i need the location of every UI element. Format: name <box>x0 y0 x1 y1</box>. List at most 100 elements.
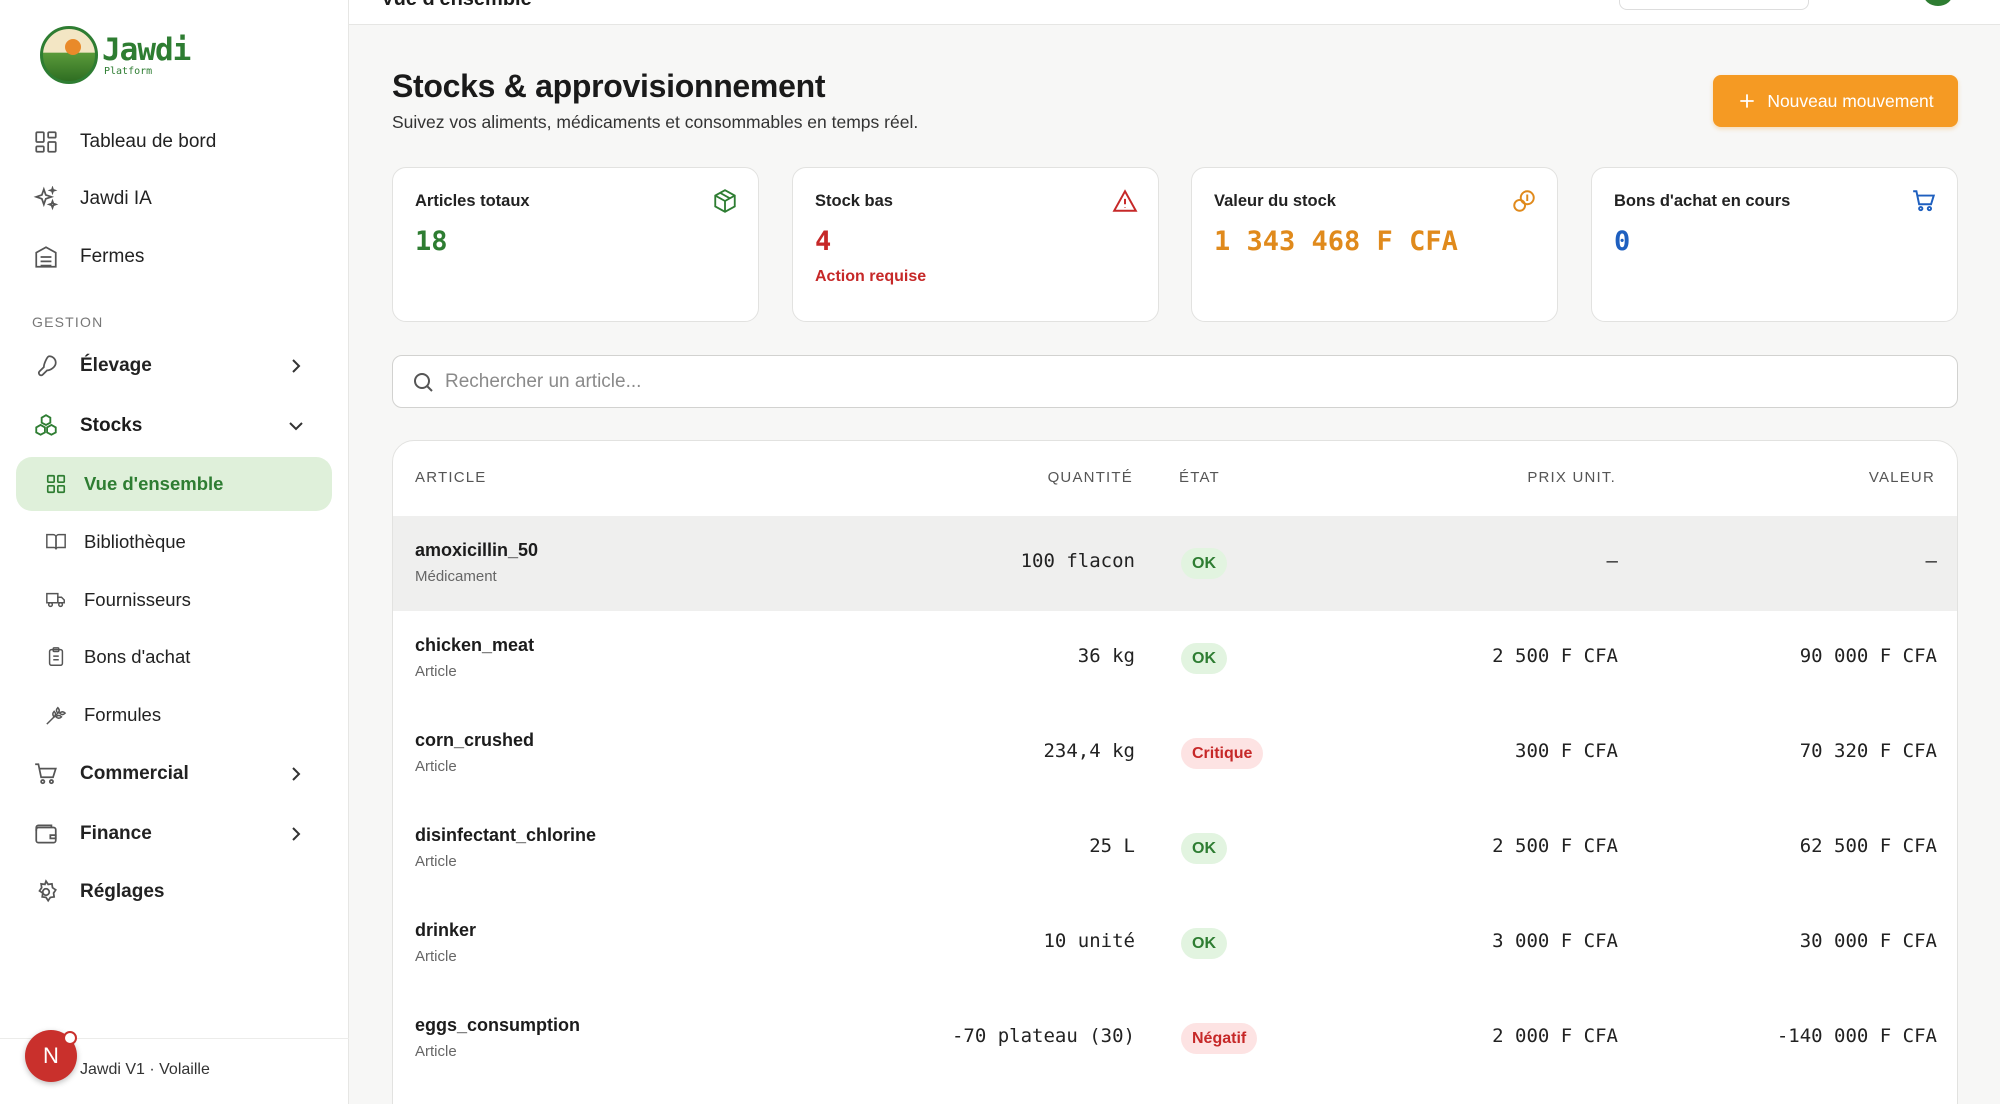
truck-icon <box>44 588 68 612</box>
sparkles-icon <box>32 185 60 213</box>
table-row[interactable]: chicken_meat Article 36 kg OK 2 500 F CF… <box>393 611 1957 706</box>
box-icon <box>714 189 736 213</box>
nav-item-dashboard[interactable]: Tableau de bord <box>16 115 332 169</box>
footer-version: Jawdi V1 · Volaille <box>80 1061 210 1078</box>
column-header-article[interactable]: ARTICLE <box>415 469 487 486</box>
grid-icon <box>44 472 68 496</box>
nav-item-elevage[interactable]: Élevage <box>16 339 332 393</box>
search-bar <box>392 355 1958 408</box>
nav-item-commercial[interactable]: Commercial <box>16 747 332 801</box>
chicken-leg-icon <box>32 352 60 380</box>
search-input[interactable] <box>445 364 1925 400</box>
nav-label: Tableau de bord <box>80 131 217 152</box>
new-movement-button[interactable]: Nouveau mouvement <box>1713 75 1958 127</box>
table-row[interactable]: corn_crushed Article 234,4 kg Critique 3… <box>393 706 1957 801</box>
coins-icon <box>1513 190 1535 212</box>
article-value: -140 000 F CFA <box>1776 1025 1937 1047</box>
status-badge: Critique <box>1181 738 1264 769</box>
column-header-unit-price[interactable]: PRIX UNIT. <box>1527 469 1616 486</box>
article-category: Article <box>415 663 457 680</box>
article-name: corn_crushed <box>415 730 535 750</box>
user-avatar[interactable] <box>1923 0 1953 6</box>
sidebar-footer: Jawdi V1 · Volaille <box>0 1038 349 1104</box>
status-badge: OK <box>1181 643 1227 674</box>
chevron-right-icon <box>292 767 301 781</box>
article-value: 90 000 F CFA <box>1799 645 1937 667</box>
article-value: — <box>1925 550 1937 572</box>
nav-item-stocks[interactable]: Stocks <box>16 399 332 453</box>
column-header-state[interactable]: ÉTAT <box>1179 469 1220 486</box>
nav-label: Réglages <box>80 881 165 902</box>
clipboard-icon <box>44 645 68 669</box>
page-title: Stocks & approvisionnement <box>392 68 826 104</box>
sidebar-item-bibliotheque[interactable]: Bibliothèque <box>16 515 332 569</box>
wallet-icon <box>32 820 60 848</box>
nav-label: Bibliothèque <box>84 531 186 552</box>
nav-label: Fournisseurs <box>84 589 191 610</box>
article-unit-price: — <box>1606 550 1618 572</box>
nav-item-fermes[interactable]: Fermes <box>16 230 332 284</box>
article-name: drinker <box>415 920 477 940</box>
nav-label: Commercial <box>80 763 189 784</box>
nav-label: Fermes <box>80 246 145 267</box>
column-header-quantity[interactable]: QUANTITÉ <box>1047 469 1133 486</box>
nav-item-finance[interactable]: Finance <box>16 807 332 861</box>
sidebar-item-bons-achat[interactable]: Bons d'achat <box>16 630 332 684</box>
article-quantity: 100 flacon <box>1020 550 1135 572</box>
chevron-down-icon <box>289 422 303 431</box>
nav-item-reglages[interactable]: Réglages <box>16 865 332 919</box>
stat-card-total-articles: Articles totaux 18 <box>392 167 759 322</box>
topbar-title: Vue d'ensemble <box>381 0 532 11</box>
nav-label: Vue d'ensemble <box>84 473 224 494</box>
article-quantity: 10 unité <box>1043 930 1135 952</box>
card-note: Action requise <box>815 268 927 285</box>
sidebar-item-vue-ensemble[interactable]: Vue d'ensemble <box>16 457 332 511</box>
article-unit-price: 3 000 F CFA <box>1492 930 1618 952</box>
article-unit-price: 2 500 F CFA <box>1492 645 1618 667</box>
nav-label: Stocks <box>80 415 143 436</box>
nav-item-jawdi-ia[interactable]: Jawdi IA <box>16 172 332 226</box>
boxes-icon <box>32 412 60 440</box>
chevron-right-icon <box>292 359 301 373</box>
page-subtitle: Suivez vos aliments, médicaments et cons… <box>392 112 919 132</box>
sidebar-item-fournisseurs[interactable]: Fournisseurs <box>16 573 332 627</box>
article-category: Article <box>415 853 457 870</box>
article-name: amoxicillin_50 <box>415 540 539 560</box>
logo[interactable]: Jawdi Platform <box>40 26 191 84</box>
new-movement-label: Nouveau mouvement <box>1767 90 1934 111</box>
article-unit-price: 2 500 F CFA <box>1492 835 1618 857</box>
table-row[interactable]: drinker Article 10 unité OK 3 000 F CFA … <box>393 896 1957 991</box>
book-icon <box>44 530 68 554</box>
section-label: GESTION <box>32 314 104 330</box>
article-name: eggs_consumption <box>415 1015 581 1035</box>
article-category: Article <box>415 948 457 965</box>
article-unit-price: 2 000 F CFA <box>1492 1025 1618 1047</box>
logo-name: Jawdi <box>102 31 191 68</box>
logo-sub: Platform <box>104 65 153 77</box>
article-value: 62 500 F CFA <box>1799 835 1937 857</box>
table-row[interactable]: eggs_consumption Article -70 plateau (30… <box>393 991 1957 1086</box>
column-header-value[interactable]: VALEUR <box>1868 469 1935 486</box>
article-category: Article <box>415 758 457 775</box>
table-row[interactable]: disinfectant_chlorine Article 25 L OK 2 … <box>393 801 1957 896</box>
stat-card-stock-bas: Stock bas 4 Action requise <box>792 167 1159 322</box>
sidebar-item-formules[interactable]: Formules <box>16 688 332 742</box>
avatar-status-dot <box>63 1031 77 1045</box>
article-unit-price: 300 F CFA <box>1515 740 1618 762</box>
card-value: 4 <box>815 226 832 257</box>
article-quantity: 234,4 kg <box>1043 740 1135 762</box>
nav-label: Jawdi IA <box>80 188 152 209</box>
topbar-search-box[interactable] <box>1619 0 1809 10</box>
stock-table: ARTICLE QUANTITÉ ÉTAT PRIX UNIT. VALEUR … <box>392 440 1958 1104</box>
search-icon <box>414 373 433 392</box>
stat-card-purchase-orders: Bons d'achat en cours 0 <box>1591 167 1958 322</box>
card-label: Articles totaux <box>415 192 530 210</box>
table-row[interactable]: amoxicillin_50 Médicament 100 flacon OK … <box>393 516 1957 611</box>
article-category: Article <box>415 1043 457 1060</box>
dashboard-icon <box>32 128 60 156</box>
nav-label: Finance <box>80 823 152 844</box>
article-name: disinfectant_chlorine <box>415 825 597 845</box>
status-badge: OK <box>1181 928 1227 959</box>
card-value: 0 <box>1614 226 1631 257</box>
logo-icon <box>40 26 98 84</box>
